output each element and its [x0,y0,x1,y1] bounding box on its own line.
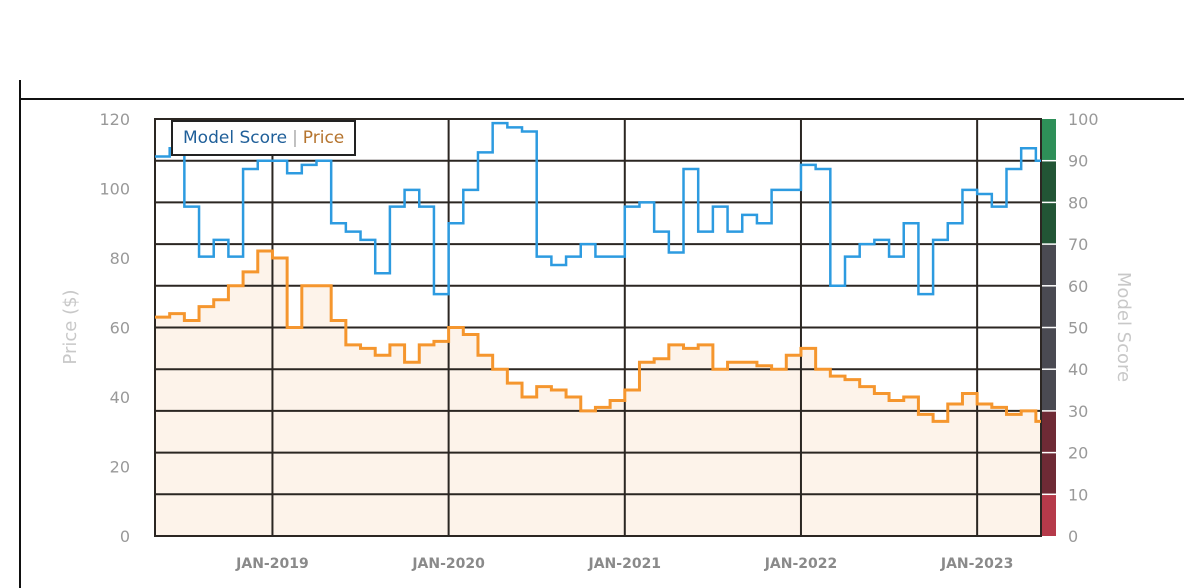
frame-left-line [19,80,21,588]
x-tick-label: JAN-2020 [411,556,485,572]
x-tick-label: JAN-2022 [764,556,838,572]
y2-tick-label: 10 [1068,485,1088,504]
model-score-series-line [155,121,1041,296]
y-tick-label: 120 [99,110,130,129]
y-tick-label: 40 [110,388,130,407]
legend-separator: | [292,128,298,148]
y2-axis-title: Model Score [1113,272,1134,382]
legend-price: Price [302,128,345,148]
y2-tick-label: 20 [1068,444,1088,463]
x-tick-label: JAN-2023 [940,556,1014,572]
x-tick-label: JAN-2021 [588,556,662,572]
legend-model-score: Model Score [183,128,288,148]
y-tick-label: 80 [110,249,130,268]
y-tick-label: 0 [120,527,130,546]
y-tick-label: 20 [110,458,130,477]
y2-tick-label: 100 [1068,110,1099,129]
frame-top-line [20,98,1184,100]
y2-tick-label: 30 [1068,402,1088,421]
y2-tick-label: 80 [1068,193,1088,212]
y2-tick-label: 60 [1068,277,1088,296]
y2-tick-label: 90 [1068,152,1088,171]
plot-border [154,118,1042,537]
score-band [1041,494,1056,536]
price-series-line [155,249,1041,423]
score-band [1041,119,1056,161]
x-tick-label: JAN-2019 [235,556,309,572]
legend: Model Score | Price [171,120,357,156]
y2-tick-label: 70 [1068,235,1088,254]
y2-tick-label: 50 [1068,319,1088,338]
y2-tick-label: 0 [1068,527,1078,546]
price-area-fill [155,251,1041,537]
y-tick-label: 60 [110,319,130,338]
y2-tick-label: 40 [1068,360,1088,379]
y-axis-title: Price ($) [60,289,81,364]
y-tick-label: 100 [99,180,130,199]
